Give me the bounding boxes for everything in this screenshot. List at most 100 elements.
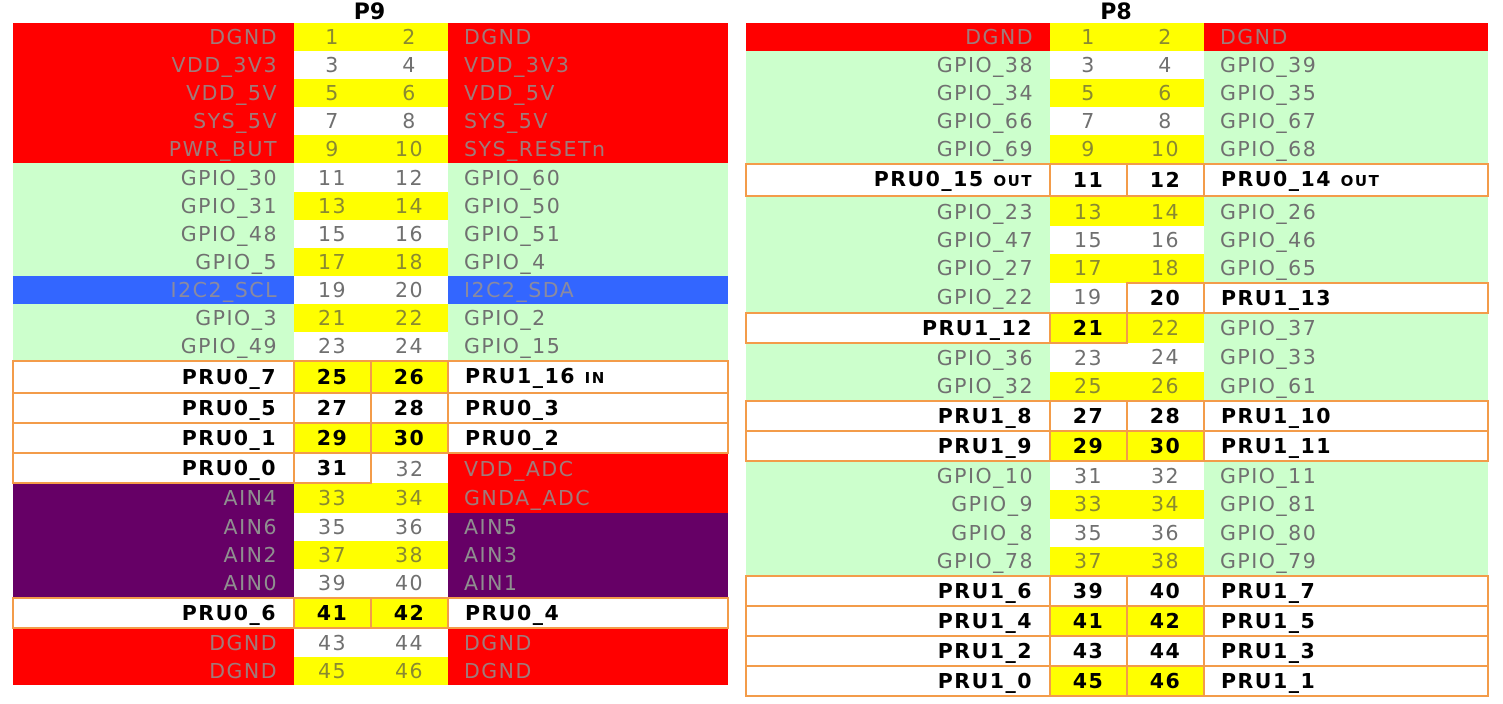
pin-number-odd: 45: [294, 656, 371, 686]
p9-pin-row: AIN2 37 38 AIN3: [13, 540, 728, 569]
pin-number-even: 24: [1127, 342, 1204, 373]
pin-name-left-text: GPIO_23: [936, 199, 1034, 224]
p8-pin-row: PRU1_8 27 28 PRU1_10: [745, 400, 1489, 433]
pin-name-right: GPIO_2: [448, 303, 728, 333]
pin-name-right-text: GPIO_68: [1220, 137, 1318, 162]
p8-pin-row: GPIO_22 19 20 PRU1_13: [746, 281, 1489, 314]
pin-name-left: PRU0_6: [12, 596, 294, 629]
pin-name-left: GPIO_3: [13, 303, 294, 333]
pin-name-right-text: SYS_5V: [464, 109, 549, 134]
pin-name-left: GPIO_22: [746, 282, 1050, 313]
pin-number-odd-text: 25: [1073, 374, 1104, 399]
pin-number-even-text: 18: [1150, 255, 1181, 280]
pin-name-right: PRU1_13: [1204, 281, 1489, 314]
pin-name-left-text: PRU1_4: [937, 608, 1033, 633]
pin-number-odd-text: 29: [316, 426, 349, 451]
pin-name-left: GPIO_8: [746, 518, 1050, 547]
pin-name-right: PRU1_7: [1204, 574, 1489, 607]
pin-number-odd-text: 21: [317, 305, 348, 330]
pin-number-even-text: 8: [1158, 109, 1173, 134]
pin-name-right-text: GPIO_61: [1220, 374, 1318, 399]
pin-name-right: AIN1: [448, 568, 728, 598]
pin-name-right: GPIO_26: [1204, 196, 1488, 226]
pin-name-right: GPIO_11: [1204, 461, 1488, 491]
pin-number-even: 16: [371, 219, 448, 248]
pin-number-even-text: 24: [1150, 345, 1181, 370]
pin-number-odd-text: 9: [325, 137, 340, 162]
pin-number-odd: 3: [294, 51, 371, 80]
pin-name-left-text: PRU1_9: [937, 434, 1033, 459]
pin-number-odd-text: 41: [1072, 608, 1105, 633]
p9-pin-row: VDD_5V 5 6 VDD_5V: [13, 79, 728, 108]
pin-number-odd: 35: [294, 512, 371, 541]
pin-number-even-text: 22: [1151, 316, 1181, 341]
pin-name-left-text: GPIO_49: [180, 334, 278, 359]
p8-pin-row: PRU1_2 43 44 PRU1_3: [745, 634, 1489, 667]
pin-name-right: I2C2_SDA: [448, 275, 728, 304]
pin-number-odd-text: 23: [317, 334, 348, 359]
pin-name-left-text: GPIO_22: [936, 285, 1034, 310]
pin-name-left: GPIO_31: [13, 191, 294, 220]
pin-number-odd-text: 13: [317, 193, 348, 218]
p8-pin-row: PRU1_6 39 40 PRU1_7: [745, 574, 1489, 607]
pin-name-left-text: GPIO_31: [180, 193, 278, 218]
pin-name-right-text: AIN1: [464, 570, 519, 595]
pin-number-even: 2: [1127, 23, 1204, 52]
p8-pin-row: GPIO_34 5 6 GPIO_35: [746, 79, 1488, 108]
pin-name-left: GPIO_5: [13, 247, 294, 276]
pin-number-even-text: 40: [1149, 578, 1182, 603]
pin-name-left: PRU1_8: [745, 400, 1050, 433]
pin-name-right-text: I2C2_SDA: [464, 277, 576, 302]
pin-number-odd: 29: [293, 422, 372, 455]
pin-name-right-text: VDD_ADC: [464, 456, 575, 481]
pin-name-right: PRU1_1: [1204, 664, 1489, 698]
pin-name-right: GPIO_79: [1204, 546, 1488, 576]
pin-name-right-text: DGND: [464, 25, 533, 50]
pin-number-even-text: 16: [394, 221, 425, 246]
pin-name-left-text: DGND: [209, 630, 278, 655]
pin-name-left-text: VDD_3V3: [171, 53, 278, 78]
pin-number-odd: 45: [1049, 664, 1128, 698]
p9-pin-row: AIN4 33 34 GNDA_ADC: [13, 483, 728, 513]
pin-number-even: 36: [1127, 518, 1204, 547]
pin-name-right: GPIO_51: [448, 219, 728, 248]
pin-number-odd-text: 17: [1073, 256, 1104, 281]
pin-name-left-text: PRU1_2: [937, 638, 1033, 663]
pin-name-left-text: DGND: [965, 25, 1034, 50]
pin-name-right: PRU0_2: [448, 422, 729, 455]
pin-number-even: 42: [1126, 604, 1205, 637]
pin-name-right-text: GPIO_67: [1220, 109, 1318, 134]
pin-number-even: 4: [371, 51, 448, 80]
pin-name-right-direction: OUT: [1340, 172, 1381, 191]
pin-name-left: GPIO_38: [746, 51, 1050, 80]
pin-name-left-text: DGND: [209, 25, 278, 50]
pin-name-left: AIN4: [13, 483, 294, 513]
pin-name-left: DGND: [13, 23, 294, 52]
pin-name-right-direction: IN: [584, 369, 606, 388]
pin-name-right: VDD_3V3: [448, 51, 728, 80]
pin-name-left: PRU1_4: [745, 604, 1050, 637]
pin-name-left: DGND: [13, 627, 294, 657]
pin-name-right-text: AIN5: [464, 514, 519, 539]
pin-number-even: 32: [371, 453, 448, 484]
pin-number-even-text: 32: [1150, 464, 1181, 489]
pin-number-odd-text: 29: [1072, 434, 1105, 459]
pin-name-left-text: GPIO_38: [936, 53, 1034, 78]
pin-number-even-text: 44: [1149, 638, 1182, 663]
pin-number-odd-text: 7: [325, 109, 340, 134]
pin-number-odd-text: 1: [325, 25, 340, 50]
p9-pin-row: PRU0_6 41 42 PRU0_4: [12, 596, 729, 629]
p9-pin-row: AIN6 35 36 AIN5: [13, 512, 728, 541]
pin-number-even-text: 24: [394, 334, 425, 359]
pin-number-odd: 17: [294, 247, 371, 276]
pin-name-left: DGND: [746, 23, 1050, 52]
pin-name-right: GPIO_4: [448, 247, 728, 276]
pin-number-odd: 9: [294, 135, 371, 164]
pin-number-odd: 13: [294, 191, 371, 220]
pin-name-left-text: GPIO_10: [936, 464, 1034, 489]
pin-name-right: VDD_5V: [448, 79, 728, 108]
pin-name-right-text: PRU1_5: [1221, 608, 1317, 633]
pin-name-left-text: VDD_5V: [186, 81, 278, 106]
pin-name-left-direction: OUT: [993, 172, 1033, 191]
pin-name-left-text: DGND: [209, 659, 278, 684]
